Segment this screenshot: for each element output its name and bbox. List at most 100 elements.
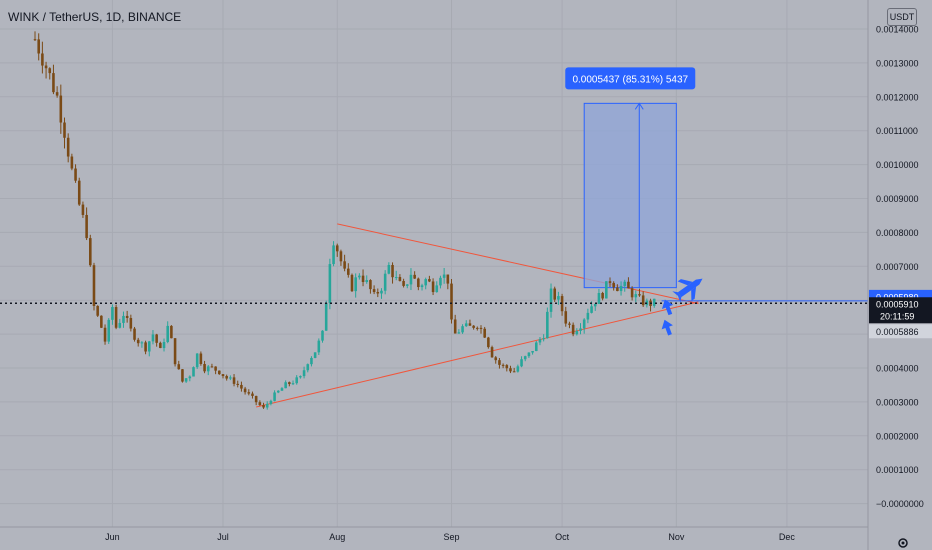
candle-body <box>586 312 590 320</box>
candle-body <box>155 334 158 343</box>
candle-body <box>616 287 619 292</box>
candle-body <box>210 366 214 368</box>
candle-body <box>221 374 225 377</box>
candle-body <box>254 395 258 403</box>
prev-price-tag: 0.0005886 <box>876 327 919 337</box>
candle-body <box>247 392 251 394</box>
candle-body <box>321 330 324 341</box>
candle-body <box>652 298 656 306</box>
candle-body <box>339 251 343 262</box>
rocket-wing <box>677 279 693 286</box>
candle-body <box>63 122 66 138</box>
candle-body <box>125 315 129 318</box>
candle-body <box>476 327 479 329</box>
y-tick-label: 0.0002000 <box>876 431 919 441</box>
candle-body <box>623 281 627 286</box>
candle-body <box>214 366 217 371</box>
candle-body <box>103 327 107 342</box>
candle-body <box>306 364 310 371</box>
settings-icon[interactable] <box>896 536 910 550</box>
candle-body <box>302 370 306 377</box>
candle-body <box>402 280 405 286</box>
candle-body <box>81 204 85 215</box>
candle-body <box>450 283 453 320</box>
candle-body <box>505 365 509 369</box>
price-range-measure[interactable]: 0.0005437 (85.31%) 5437 <box>565 67 696 289</box>
candle-body <box>560 296 564 312</box>
candle-body <box>41 53 44 66</box>
time-axis[interactable]: Jun Jul Aug Sep Oct Nov Dec <box>0 526 868 542</box>
candle-body <box>140 342 144 344</box>
candle-body <box>542 338 545 340</box>
candle-body <box>383 273 387 291</box>
candle-body <box>431 281 435 293</box>
candle-body <box>487 337 490 348</box>
candle-body <box>136 339 140 344</box>
candle-body <box>74 168 77 181</box>
candle-body <box>391 264 394 278</box>
candle-body <box>608 281 612 283</box>
candle-body <box>151 334 155 342</box>
candle-body <box>354 277 357 292</box>
candle-body <box>575 330 579 335</box>
candle-body <box>590 306 593 313</box>
candle-body <box>48 68 52 74</box>
y-tick-label: 0.0013000 <box>876 58 919 68</box>
candle-body <box>92 265 96 306</box>
candle-body <box>166 325 169 343</box>
candle-body <box>546 311 549 339</box>
currency-button[interactable]: USDT <box>887 8 917 26</box>
candle-body <box>225 376 228 379</box>
candle-body <box>251 393 254 396</box>
candle-body <box>490 347 494 358</box>
y-tick-label: 0.0007000 <box>876 262 919 272</box>
candle-body <box>181 369 184 382</box>
price-axis[interactable]: 0.0014000 0.0013000 0.0012000 0.0011000 0.00… <box>867 0 932 550</box>
candle-body <box>243 388 247 393</box>
candle-body <box>638 294 641 296</box>
candle-body <box>328 264 332 304</box>
y-tick-label: −0.0000000 <box>876 499 924 509</box>
candle-body <box>229 377 232 379</box>
candle-body <box>37 39 40 54</box>
candle-body <box>288 382 291 384</box>
candle-body <box>273 392 276 401</box>
candle-body <box>582 319 586 329</box>
candle-body <box>173 338 177 365</box>
y-tick-label: 0.0001000 <box>876 465 919 475</box>
prev-price-tag-bg <box>869 324 932 339</box>
candle-body <box>520 359 523 367</box>
candle-body <box>159 342 162 349</box>
candle-body <box>96 305 99 316</box>
candle-body <box>387 264 391 274</box>
last-price-tag: 0.0005910 <box>876 299 919 309</box>
candle-body <box>417 278 420 288</box>
y-tick-label: 0.0012000 <box>876 92 919 102</box>
candle-body <box>593 303 597 307</box>
candle-body <box>579 328 582 331</box>
candle-body <box>597 292 601 304</box>
candle-body <box>534 342 538 352</box>
measure-box <box>583 102 677 289</box>
rocket-tail <box>672 291 682 303</box>
candle-body <box>557 296 560 300</box>
candle-body <box>394 277 398 279</box>
candle-body <box>162 342 166 349</box>
candle-body <box>358 275 361 278</box>
arrow-shape <box>661 299 674 316</box>
candle-body <box>630 288 634 298</box>
candle-body <box>634 294 638 298</box>
x-tick-label: Jul <box>217 532 229 542</box>
candle-body <box>317 340 321 353</box>
candle-body <box>188 376 192 379</box>
candle-body <box>619 285 623 292</box>
candle-body <box>324 303 328 331</box>
candle-body <box>299 376 302 378</box>
candle-body <box>77 180 81 205</box>
candle-body <box>564 311 568 324</box>
measure-label: 0.0005437 (85.31%) 5437 <box>572 74 688 85</box>
candle-body <box>516 366 520 372</box>
measure-arrow-head <box>634 102 644 110</box>
candle-body <box>568 323 571 325</box>
